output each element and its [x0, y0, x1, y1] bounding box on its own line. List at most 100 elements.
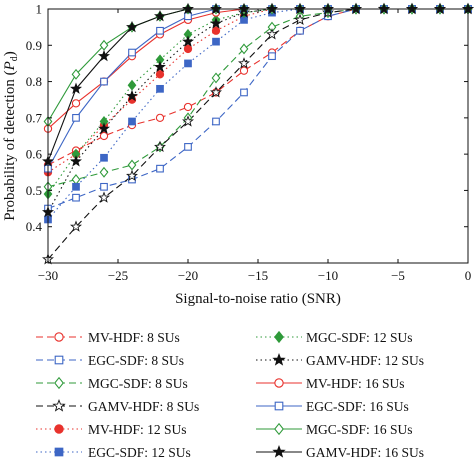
x-tick-label: −15 [248, 268, 268, 283]
data-point [126, 20, 138, 33]
y-tick-label: 0.4 [26, 219, 43, 234]
data-point [72, 182, 80, 191]
legend-marker [54, 355, 64, 365]
data-point [71, 174, 81, 186]
data-point [240, 88, 248, 97]
data-point [294, 13, 306, 25]
series-line [47, 8, 468, 188]
data-point [211, 26, 221, 35]
y-axis-label-close: ) [2, 51, 18, 56]
series-line [47, 8, 468, 162]
y-axis-label-main: Probability of detection ( [2, 70, 18, 220]
legend-marker [274, 378, 284, 388]
data-point [72, 193, 80, 202]
legend-marker [52, 398, 66, 412]
data-point [99, 131, 109, 141]
legend-label: MV-HDF: 16 SUs [306, 376, 405, 391]
x-tick-label: −25 [108, 268, 128, 283]
data-point [98, 49, 110, 62]
legend-label: GAMV-HDF: 12 SUs [306, 353, 424, 368]
series-line [47, 8, 468, 210]
legend-marker [54, 447, 64, 457]
data-point [126, 89, 138, 102]
legend-label: MV-HDF: 12 SUs [88, 422, 187, 437]
data-point [268, 52, 276, 61]
x-tick-label: −30 [38, 268, 58, 283]
y-axis-label-subscript: d [9, 56, 20, 61]
axis-ticks: −30 −25 −20 −15 −10 −5 0 0.4 0.5 0.6 0.7 0.8 0.9 1 [26, 2, 472, 284]
x-tick-label: −20 [178, 268, 198, 283]
legend-label: GAMV-HDF: 8 SUs [88, 399, 199, 414]
data-point [128, 48, 136, 57]
series-line [47, 8, 468, 213]
plot-lines [47, 8, 468, 260]
data-point [155, 113, 165, 123]
data-point [156, 84, 164, 93]
legend-label: MGC-SDF: 12 SUs [306, 330, 413, 345]
legend-label: GAMV-HDF: 16 SUs [306, 445, 424, 460]
data-point [239, 43, 249, 55]
data-point [71, 99, 81, 108]
series-line [47, 8, 468, 260]
legend-label: MGC-SDF: 8 SUs [88, 376, 188, 391]
legend-marker [274, 401, 284, 411]
legend-marker [272, 352, 286, 366]
data-point [212, 37, 220, 46]
series-line [47, 8, 468, 122]
data-point [70, 155, 82, 167]
data-point [154, 9, 166, 22]
legend-marker [272, 444, 286, 458]
data-point [100, 153, 108, 162]
y-tick-label: 0.8 [26, 74, 42, 89]
data-point [266, 28, 278, 40]
data-point [100, 182, 108, 191]
legend: MV-HDF: 8 SUs EGC-SDF: 8 SUs MGC-SDF: 8 SU… [36, 330, 424, 460]
data-point [296, 26, 304, 35]
plot-frame [47, 8, 469, 264]
series-line [47, 8, 468, 169]
legend-label: MV-HDF: 8 SUs [88, 330, 180, 345]
data-point [126, 169, 138, 182]
data-point [182, 35, 194, 47]
legend-label: EGC-SDF: 16 SUs [306, 399, 409, 414]
x-tick-label: −5 [391, 268, 405, 283]
data-point [155, 70, 165, 79]
x-axis-label: Signal-to-noise ratio (SNR) [175, 291, 341, 307]
y-axis-label-symbol: P [2, 61, 18, 71]
data-point [71, 68, 81, 80]
data-point [184, 143, 192, 151]
data-point [127, 79, 137, 91]
data-point [100, 77, 108, 86]
y-tick-label: 0.7 [26, 110, 43, 125]
data-point [98, 122, 110, 134]
data-point [156, 164, 164, 173]
legend-marker [54, 424, 64, 434]
legend-marker [274, 330, 284, 344]
data-point [210, 86, 222, 98]
data-point [183, 102, 193, 112]
series-line [47, 8, 468, 195]
data-point [70, 220, 82, 232]
series-line [47, 8, 468, 130]
data-point [211, 72, 221, 84]
data-point [182, 115, 194, 127]
legend-label: MGC-SDF: 16 SUs [306, 422, 413, 437]
data-point [212, 117, 220, 126]
data-point [70, 82, 82, 94]
data-point [184, 59, 192, 68]
y-tick-label: 0.6 [26, 147, 43, 162]
data-point [127, 159, 137, 171]
data-point [98, 191, 110, 203]
data-point [154, 60, 166, 73]
x-tick-label: −10 [318, 268, 338, 283]
legend-marker [274, 422, 284, 436]
y-tick-label: 1 [36, 2, 43, 17]
data-point [239, 66, 249, 75]
data-point [99, 166, 109, 178]
legend-label: EGC-SDF: 8 SUs [88, 353, 184, 368]
series-line [47, 8, 468, 166]
legend-label: EGC-SDF: 12 SUs [88, 445, 191, 460]
data-point [210, 17, 222, 29]
y-tick-label: 0.5 [26, 183, 42, 198]
